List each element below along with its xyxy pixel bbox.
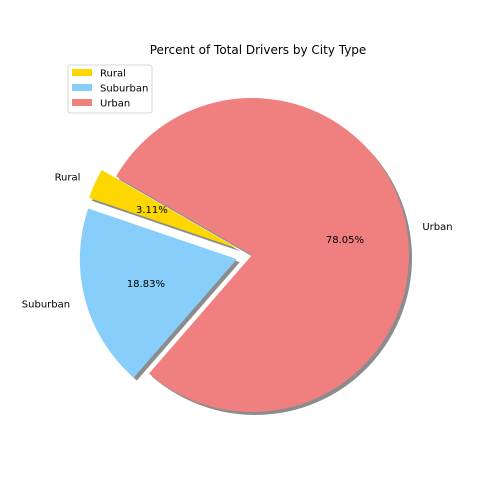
pie-pct-label-urban: 78.05% [326, 235, 364, 246]
legend-label-suburban: Suburban [100, 84, 148, 95]
legend-swatch-urban [72, 99, 92, 106]
pie-category-label-suburban: Suburban [22, 300, 70, 311]
pie-label-layer: 3.11% Rural 18.83% Suburban 78.05% Urban [22, 173, 453, 311]
pie-category-label-rural: Rural [55, 173, 81, 184]
legend-swatch-rural [72, 69, 92, 76]
pie-category-label-urban: Urban [422, 222, 452, 233]
pie-pct-label-suburban: 18.83% [127, 279, 165, 290]
legend-label-urban: Urban [100, 99, 130, 110]
pie-pct-label-rural: 3.11% [136, 205, 168, 216]
pie-slice-rural [89, 170, 238, 249]
legend: Rural Suburban Urban [67, 64, 153, 114]
chart-title: Percent of Total Drivers by City Type [150, 43, 367, 57]
legend-label-rural: Rural [100, 69, 126, 80]
pie-wedge-layer [79, 97, 409, 412]
legend-swatch-suburban [72, 84, 92, 91]
pie-slice-urban [116, 97, 409, 412]
pie-slice-suburban [79, 208, 237, 378]
